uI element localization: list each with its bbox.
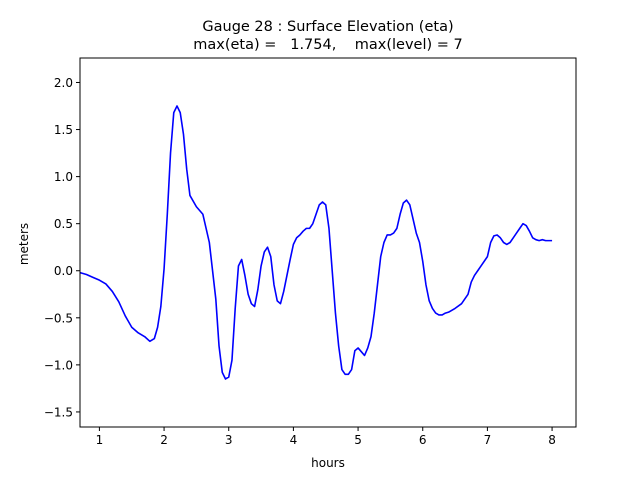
chart-title-line2: max(eta) = 1.754, max(level) = 7 <box>193 37 463 53</box>
series-line-0 <box>79 105 553 380</box>
x-tick-label: 1 <box>96 433 104 447</box>
y-tick-label: −1.5 <box>44 405 73 419</box>
x-tick-label: 6 <box>419 433 427 447</box>
plot-area: 1 2 3 4 5 6 7 8 −1.5 −1.0 −0.5 0.0 0.5 1.0 1.5 2.0 <box>44 57 577 447</box>
y-tick-label: 1.5 <box>54 123 73 137</box>
x-tick-label: 3 <box>225 433 233 447</box>
x-tick-label: 8 <box>548 433 556 447</box>
x-tick-label: 5 <box>354 433 362 447</box>
chart-title-line1: Gauge 28 : Surface Elevation (eta) <box>202 19 453 35</box>
x-axis-label: hours <box>311 456 345 470</box>
x-tick-label: 2 <box>160 433 168 447</box>
y-tick-label: −0.5 <box>44 311 73 325</box>
y-tick-label: 0.5 <box>54 217 73 231</box>
y-axis-label: meters <box>17 223 31 265</box>
x-tick-label: 7 <box>484 433 492 447</box>
x-tick-label: 4 <box>290 433 298 447</box>
y-tick-label: 1.0 <box>54 170 73 184</box>
y-tick-label: −1.0 <box>44 358 73 372</box>
axes-frame <box>79 57 577 428</box>
y-tick-label: 0.0 <box>54 264 73 278</box>
y-tick-label: 2.0 <box>54 76 73 90</box>
